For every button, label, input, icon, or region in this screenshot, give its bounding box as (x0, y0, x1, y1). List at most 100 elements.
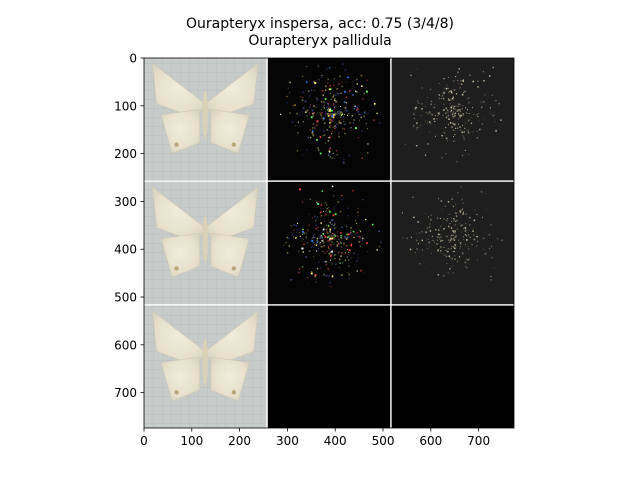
moth-body (202, 214, 208, 263)
saliency-speckle (331, 246, 333, 248)
saliency-speckle (344, 91, 346, 93)
saliency-speckle (410, 236, 412, 238)
saliency-speckle (378, 122, 381, 124)
saliency-speckle (322, 135, 324, 137)
saliency-speckle (445, 153, 447, 154)
saliency-speckle (321, 109, 322, 111)
saliency-speckle (320, 236, 321, 238)
saliency-speckle (494, 121, 496, 123)
saliency-speckle (332, 126, 334, 128)
saliency-speckle (447, 76, 449, 78)
saliency-speckle (455, 76, 457, 78)
saliency-speckle (325, 260, 327, 263)
saliency-speckle (450, 227, 453, 229)
saliency-speckle (333, 237, 335, 239)
saliency-speckle (431, 240, 433, 241)
saliency-speckle (456, 228, 458, 230)
image-tile-r1-c1 (267, 181, 391, 305)
saliency-speckle (380, 241, 382, 243)
saliency-speckle (324, 221, 325, 222)
saliency-speckle (316, 99, 319, 101)
saliency-speckle (437, 249, 439, 251)
saliency-speckle (440, 246, 442, 248)
saliency-speckle (483, 80, 485, 82)
saliency-speckle (448, 241, 450, 243)
saliency-speckle (330, 234, 332, 237)
saliency-speckle (335, 100, 338, 103)
saliency-speckle (326, 231, 328, 233)
saliency-speckle (468, 258, 470, 260)
saliency-speckle (314, 82, 317, 85)
saliency-speckle (307, 282, 309, 284)
saliency-speckle (328, 115, 330, 117)
saliency-speckle (451, 266, 452, 268)
saliency-speckle (482, 216, 483, 218)
saliency-speckle (334, 213, 337, 215)
saliency-speckle (473, 238, 476, 241)
saliency-speckle (418, 232, 420, 234)
saliency-speckle (469, 236, 471, 238)
saliency-speckle (459, 126, 461, 128)
saliency-speckle (442, 97, 445, 100)
saliency-speckle (476, 113, 478, 116)
saliency-speckle (332, 116, 334, 118)
saliency-speckle (443, 131, 446, 134)
saliency-speckle (312, 237, 314, 239)
saliency-speckle (305, 236, 307, 239)
saliency-speckle (333, 238, 335, 240)
saliency-speckle (462, 211, 464, 213)
saliency-speckle (343, 243, 345, 245)
saliency-speckle (448, 91, 450, 93)
saliency-speckle (471, 117, 473, 118)
saliency-speckle (310, 272, 313, 275)
saliency-speckle (441, 200, 443, 202)
saliency-speckle (492, 115, 494, 117)
saliency-speckle (451, 217, 453, 219)
saliency-speckle (314, 275, 317, 278)
saliency-speckle (302, 201, 304, 203)
saliency-speckle (467, 246, 469, 248)
saliency-speckle (313, 112, 315, 114)
saliency-speckle (447, 201, 450, 203)
saliency-speckle (314, 127, 316, 129)
saliency-speckle (340, 236, 342, 239)
saliency-speckle (446, 84, 448, 86)
saliency-speckle (485, 193, 487, 194)
saliency-speckle (331, 275, 334, 278)
saliency-speckle (324, 111, 326, 113)
saliency-speckle (424, 120, 426, 122)
saliency-speckle (343, 118, 345, 120)
saliency-speckle (441, 135, 443, 137)
saliency-speckle (463, 92, 465, 94)
saliency-speckle (323, 273, 325, 276)
saliency-speckle (458, 113, 460, 115)
saliency-speckle (326, 82, 329, 84)
saliency-speckle (339, 110, 341, 112)
saliency-speckle (454, 236, 456, 238)
saliency-speckle (453, 239, 456, 241)
saliency-speckle (324, 98, 327, 100)
saliency-speckle (477, 116, 479, 118)
saliency-speckle (466, 267, 468, 269)
saliency-speckle (454, 219, 455, 221)
saliency-speckle (462, 113, 464, 115)
saliency-speckle (293, 236, 295, 238)
saliency-speckle (468, 101, 470, 104)
saliency-speckle (459, 87, 461, 89)
saliency-speckle (334, 223, 336, 225)
saliency-speckle (329, 121, 332, 123)
saliency-speckle (363, 272, 365, 273)
saliency-speckle (333, 207, 335, 209)
saliency-speckle (305, 232, 307, 234)
saliency-speckle (460, 80, 462, 82)
saliency-speckle (329, 113, 331, 115)
saliency-speckle (333, 107, 335, 108)
saliency-speckle (338, 135, 340, 138)
saliency-speckle (348, 154, 351, 157)
saliency-speckle (309, 198, 311, 200)
saliency-speckle (460, 108, 462, 111)
saliency-speckle (457, 192, 459, 194)
saliency-speckle (304, 100, 307, 103)
saliency-speckle (442, 240, 444, 242)
saliency-speckle (295, 237, 297, 239)
